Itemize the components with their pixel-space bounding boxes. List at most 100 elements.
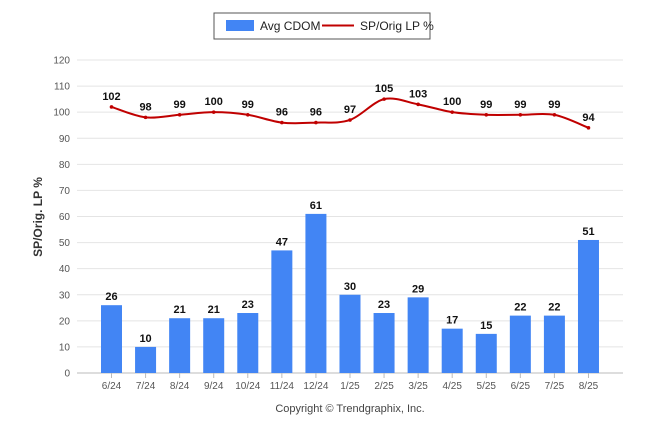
bar-data-label: 21 [208,304,220,316]
line-data-label: 94 [582,112,595,124]
bar-data-label: 23 [242,299,254,311]
y-axis: 0 10 20 30 40 50 60 70 80 90 100 110 120 [53,56,70,380]
line-point [177,112,182,117]
line-data-label: 99 [548,99,560,111]
bar [441,328,463,373]
line-point [245,112,250,117]
line-data-label: 99 [480,99,492,111]
bar [305,213,327,373]
bar-data-label: 29 [412,283,424,295]
line-data-label: 100 [443,96,461,108]
bar-data-label: 23 [378,299,390,311]
line-data-label: 99 [242,99,254,111]
bar [475,333,497,373]
y-tick-label: 20 [59,316,71,327]
legend-label-avg-cdom: Avg CDOM [260,19,320,33]
legend-swatch-avg-cdom [226,20,254,31]
line-data-label: 99 [514,99,526,111]
y-axis-title: SP/Orig. LP % [31,177,45,257]
bar [169,318,191,373]
line-data-labels: 102 98 99 100 99 96 96 97 105 103 100 99 99 99 94 [102,83,595,124]
x-tick-label: 7/25 [545,381,565,392]
x-tick-label: 6/25 [511,381,531,392]
bar [373,313,395,373]
bar [203,318,225,373]
bar-data-label: 22 [514,302,526,314]
x-tick-label: 3/25 [408,381,428,392]
y-tick-label: 70 [59,186,71,197]
bar-data-label: 10 [139,333,151,345]
bar [101,305,122,373]
line-point [552,112,557,117]
y-tick-label: 0 [64,369,70,380]
bar-data-label: 61 [310,200,322,212]
line-point [348,118,352,122]
line-point [314,120,318,125]
copyright-text: Copyright © Trendgraphix, Inc. [275,403,424,415]
x-tick-label: 12/24 [303,381,328,392]
line-data-label: 102 [102,91,120,103]
line-data-label: 96 [276,107,288,119]
y-tick-label: 50 [59,238,71,249]
x-tick-label: 5/25 [477,381,497,392]
x-tick-label: 9/24 [204,381,224,392]
bar [509,315,531,373]
line-data-label: 97 [344,104,356,116]
line-point [416,102,420,107]
x-tick-label: 2/25 [374,381,394,392]
x-tick-label: 1/25 [340,381,360,392]
line-data-label: 103 [409,88,427,100]
bar-series [101,213,599,373]
x-tick-label: 6/24 [102,381,122,392]
line-data-label: 96 [310,107,322,119]
y-tick-label: 120 [53,56,70,67]
x-tick-label: 7/24 [136,381,156,392]
y-tick-label: 30 [59,290,71,301]
line-point [518,112,523,117]
y-tick-label: 60 [59,212,71,223]
line-point [382,97,386,101]
line-point [143,115,148,120]
bar [407,297,429,373]
x-tick-label: 10/24 [235,381,260,392]
bar-data-label: 17 [446,315,458,327]
line-data-label: 98 [139,101,151,113]
bar-data-label: 47 [276,236,288,248]
legend-label-sp-orig-lp: SP/Orig LP % [360,19,434,33]
bar-data-label: 22 [548,302,560,314]
line-point [280,120,284,125]
bar-data-label: 26 [105,291,117,303]
bar [339,294,361,373]
line-point [450,110,455,114]
bar-data-labels: 26 10 21 21 23 47 61 30 23 29 17 15 22 22 51 [105,200,594,345]
x-tick-label: 8/25 [579,381,599,392]
y-tick-label: 110 [54,82,70,93]
x-tick-label: 11/24 [270,381,295,392]
grid [77,59,623,374]
line-series [109,97,591,130]
bar [135,346,157,373]
legend: Avg CDOM SP/Orig LP % [213,12,434,40]
bar-data-label: 15 [480,320,492,332]
line-data-label: 100 [205,96,223,108]
line-point [586,126,591,130]
y-tick-label: 100 [53,108,70,119]
bar-data-label: 51 [582,226,594,238]
bar-data-label: 21 [174,304,186,316]
bar [271,250,293,373]
x-axis: 6/24 7/24 8/24 9/24 10/24 11/24 12/24 1/25 2/25 3… [102,373,599,392]
bar [543,315,565,373]
x-tick-label: 4/25 [442,381,462,392]
y-tick-label: 80 [59,160,71,171]
bar-data-label: 30 [344,281,356,293]
y-tick-label: 90 [59,134,71,145]
bar [237,313,259,373]
bar [577,239,599,373]
line-point [109,105,114,109]
line-data-label: 105 [375,83,393,95]
line-point [211,110,216,114]
x-tick-label: 8/24 [170,381,190,392]
line-point [484,112,489,117]
line-data-label: 99 [174,99,186,111]
